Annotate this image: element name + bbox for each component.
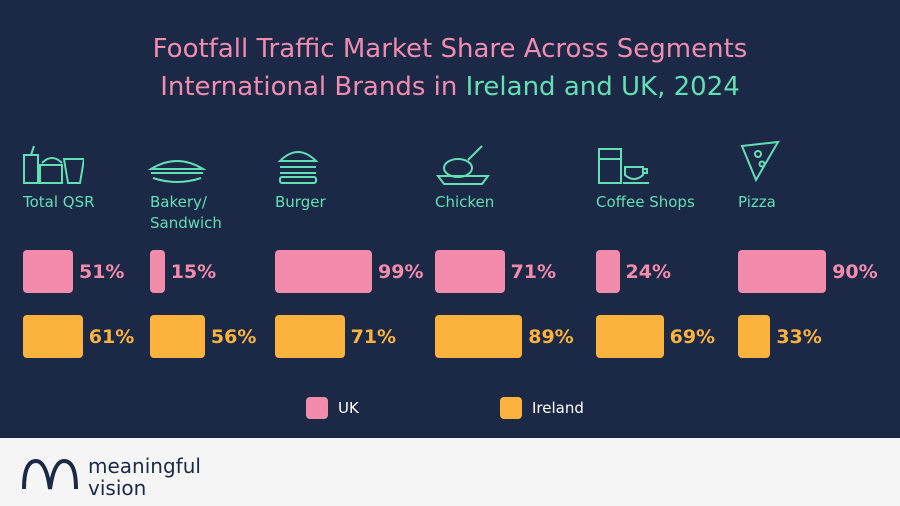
- bar: [738, 250, 827, 293]
- logo-line: meaningful: [88, 454, 201, 478]
- value-label: 71%: [350, 326, 397, 348]
- value-label: 90%: [832, 261, 878, 283]
- value-label: 89%: [528, 326, 574, 348]
- category-label: Total QSR: [23, 193, 95, 211]
- subtitle: International Brands in Ireland and UK, …: [0, 68, 900, 106]
- bar: [23, 250, 73, 293]
- value-label: 24%: [625, 261, 671, 283]
- value-label: 33%: [776, 326, 822, 348]
- legend-swatch: [500, 397, 522, 419]
- bar: [435, 315, 523, 358]
- bar: [150, 250, 165, 293]
- value-label: 71%: [510, 261, 557, 283]
- bar: [435, 250, 505, 293]
- bar: [596, 250, 620, 293]
- subtitle-part: International Brands in: [160, 72, 458, 102]
- value-label: 51%: [78, 261, 125, 283]
- chicken-icon: [436, 145, 490, 185]
- coffee-icon: [598, 148, 649, 184]
- legend-swatch: [306, 397, 328, 419]
- sandwich-icon: [148, 160, 206, 183]
- value-label: 61%: [88, 326, 135, 348]
- category-label: Burger: [275, 193, 326, 211]
- bar: [275, 250, 373, 293]
- value-label: 56%: [210, 326, 257, 348]
- logo-text: meaningful vision: [88, 455, 201, 499]
- burger-icon: [277, 151, 319, 184]
- footer: [0, 438, 900, 506]
- bar: [738, 315, 771, 358]
- chart-title: Footfall Traffic Market Share Across Seg…: [152, 34, 748, 64]
- category-label: Chicken: [435, 193, 495, 211]
- value-label: 69%: [669, 326, 716, 348]
- category-label: Pizza: [738, 193, 776, 211]
- category-label: Bakery/ Sandwich: [150, 193, 222, 232]
- pizza-icon: [740, 140, 780, 183]
- title-block: Footfall Traffic Market Share Across Seg…: [0, 30, 900, 106]
- value-label: 15%: [170, 261, 217, 283]
- subtitle-highlight: Ireland and UK, 2024: [465, 72, 740, 102]
- bar: [275, 315, 345, 358]
- value-label: 99%: [378, 261, 424, 283]
- bar: [596, 315, 664, 358]
- logo-mark: [22, 458, 78, 490]
- bar: [23, 315, 83, 358]
- category-label: Coffee Shops: [596, 193, 695, 211]
- bar: [150, 315, 205, 358]
- legend-label: UK: [338, 399, 359, 417]
- legend-label: Ireland: [532, 399, 584, 417]
- qsr-icon: [23, 145, 84, 184]
- logo-line: vision: [88, 476, 147, 500]
